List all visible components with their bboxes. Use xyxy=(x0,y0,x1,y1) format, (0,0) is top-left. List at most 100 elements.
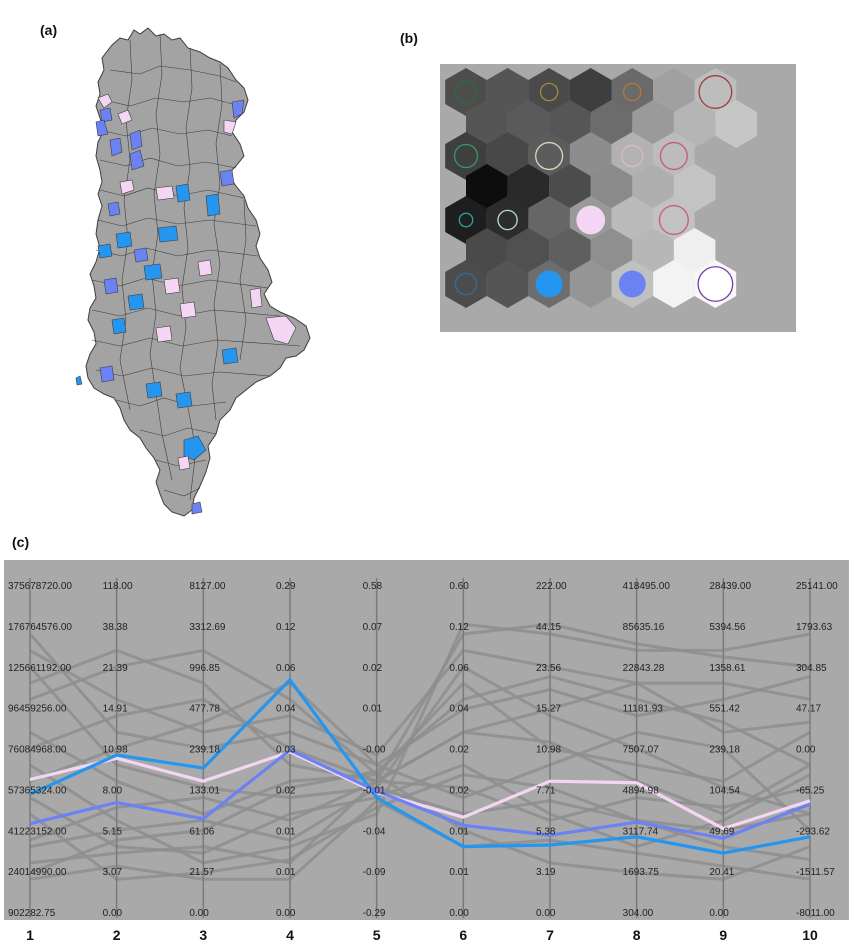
pc-tick-label: 0.06 xyxy=(449,663,469,674)
som-hex-cell xyxy=(445,260,487,308)
map-region-pink xyxy=(177,455,191,471)
map-border-line xyxy=(91,337,301,347)
map-internal-borders xyxy=(91,33,301,501)
pc-tick-label: 20.41 xyxy=(709,867,734,878)
pc-tick-label: 15.27 xyxy=(536,704,561,715)
pc-axis-number: 10 xyxy=(802,927,818,943)
map-region-blue xyxy=(221,347,239,365)
map-border-line xyxy=(99,157,237,169)
pc-axis-number: 1 xyxy=(26,927,34,943)
pc-tick-label: -1511.57 xyxy=(796,867,835,878)
pc-tick-label: 1793.63 xyxy=(796,622,833,633)
pc-tick-label: 1358.61 xyxy=(709,663,746,674)
pc-axis-numbers: 1 2 3 4 5 6 7 8 9 10 xyxy=(26,927,818,943)
pc-axis-number: 4 xyxy=(286,927,294,943)
som-hex-cell xyxy=(445,196,487,244)
pc-tick-label: 57365324.00 xyxy=(8,785,67,796)
map-border-line xyxy=(95,367,271,377)
map-region-blue xyxy=(219,169,235,187)
pc-tick-label: 41223152.00 xyxy=(8,826,67,837)
pc-tick-label: 0.12 xyxy=(276,622,296,633)
som-hex-cell xyxy=(673,100,716,148)
map-region-blue xyxy=(175,391,193,409)
som-hex-marker-ring xyxy=(453,143,479,169)
map-region-pink xyxy=(223,119,237,135)
pc-tick-label: 8127.00 xyxy=(189,581,226,592)
som-hex-cell xyxy=(507,100,550,148)
pc-axes xyxy=(29,578,811,918)
pc-tick-label: 25141.00 xyxy=(796,581,838,592)
pc-tick-label: -65.25 xyxy=(796,785,825,796)
pc-axis-number: 3 xyxy=(199,927,207,943)
som-hex-cell xyxy=(445,68,487,116)
som-hex-marker-fill xyxy=(699,267,732,301)
pc-tick-label: 10.98 xyxy=(536,745,561,756)
pc-axis-number: 6 xyxy=(459,927,467,943)
pc-background-line xyxy=(29,622,811,865)
pc-tick-label: 3.07 xyxy=(103,867,123,878)
som-hex-marker-fill xyxy=(576,205,606,235)
pc-background-line xyxy=(29,681,811,783)
som-hex-cell xyxy=(569,132,612,180)
pc-tick-label: 10.98 xyxy=(103,745,128,756)
som-hex-marker-ring xyxy=(454,80,478,104)
som-hex-marker-ring xyxy=(697,266,734,302)
pc-axis-number: 9 xyxy=(719,927,727,943)
som-hex-cell xyxy=(611,196,654,244)
pc-tick-label: 21.39 xyxy=(103,663,128,674)
map-region-blue xyxy=(133,247,149,263)
map-region-pink xyxy=(249,287,263,309)
som-hex-cell xyxy=(528,68,570,116)
som-hex-cell xyxy=(486,68,529,116)
panel-label-c: (c) xyxy=(12,534,30,550)
pc-tick-label: 3312.69 xyxy=(189,622,226,633)
pc-tick-label: 1693.75 xyxy=(623,867,660,878)
pc-tick-label: 0.00 xyxy=(796,745,816,756)
pc-tick-label: 3.19 xyxy=(536,867,556,878)
pc-tick-label: 7.71 xyxy=(536,785,556,796)
pc-background-lines xyxy=(28,622,812,881)
map-border-line xyxy=(91,307,281,317)
pc-tick-label: 61.06 xyxy=(189,826,214,837)
pc-tick-label: 8.00 xyxy=(103,785,123,796)
som-hex-cell xyxy=(653,132,695,180)
map-regions xyxy=(85,27,311,517)
pc-tick-label: 996.85 xyxy=(189,663,220,674)
som-hex-marker-ring xyxy=(458,212,474,228)
map-border-line xyxy=(103,97,241,107)
pc-tick-label: 0.00 xyxy=(276,908,296,919)
pc-tick-label: 0.06 xyxy=(276,663,296,674)
pc-tick-label: 0.02 xyxy=(363,663,383,674)
albania-municipality-map xyxy=(75,27,311,517)
som-hex-cell xyxy=(632,164,674,212)
pc-tick-label: 11181.93 xyxy=(623,704,664,715)
pc-tick-label: 176764576.00 xyxy=(8,622,72,633)
map-region-pink xyxy=(117,109,133,125)
pc-tick-label: 22843.28 xyxy=(623,663,665,674)
som-hex-cell xyxy=(715,100,757,148)
map-region-blue xyxy=(191,501,203,515)
pc-tick-label: 0.00 xyxy=(103,908,123,919)
map-region-pink xyxy=(97,93,113,109)
som-hex-cell xyxy=(528,196,570,244)
som-hex-cell xyxy=(632,228,674,276)
som-hex-marker-ring xyxy=(622,82,642,102)
map-border-line xyxy=(239,199,247,361)
pc-tick-label: 0.01 xyxy=(449,826,469,837)
som-hex-cell xyxy=(673,164,716,212)
map-region-blue xyxy=(109,137,123,157)
pc-tick-label: 96459256.00 xyxy=(8,704,67,715)
pc-tick-label: 375678720.00 xyxy=(8,581,72,592)
pc-tick-label: 0.00 xyxy=(536,908,556,919)
som-hex-marker-ring xyxy=(659,141,688,171)
som-hex-marker-ring xyxy=(454,272,478,296)
pc-tick-label: 125661192.00 xyxy=(8,663,72,674)
map-region-blue xyxy=(75,375,83,386)
parallel-coordinates-chart: 375678720.00176764576.00125661192.009645… xyxy=(4,560,849,943)
som-hex-cell xyxy=(507,164,550,212)
pc-tick-label: 0.01 xyxy=(276,826,296,837)
map-region-blue xyxy=(115,231,133,249)
som-hex-cell xyxy=(486,260,529,308)
pc-tick-label: 38.38 xyxy=(103,622,128,633)
som-hex-cell xyxy=(549,164,591,212)
